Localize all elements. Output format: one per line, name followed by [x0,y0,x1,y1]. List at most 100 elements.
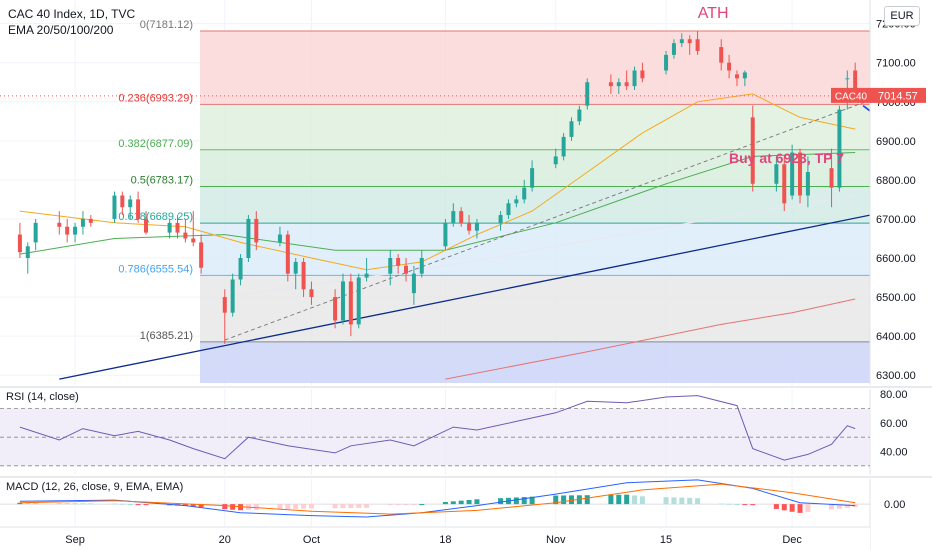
macd-signal-line [19,483,856,515]
candle-body [742,72,747,79]
candle-body [246,218,251,258]
candle-body [805,172,810,196]
candle-body [664,54,669,71]
fib-zone [200,275,870,342]
macd-histogram-bar [781,504,787,511]
time-tick-label: Sep [65,534,85,546]
fib-zone [200,341,870,383]
candle-body [498,215,503,223]
macd-histogram-bar [25,502,31,505]
candle-body [569,121,574,137]
macd-histogram-bar [836,504,842,509]
candle-body [309,289,314,298]
fib-zone [200,104,870,150]
macd-histogram-bar [348,504,354,509]
macd-histogram-bar [230,504,236,510]
macd-histogram-bar [663,497,669,505]
candle-body [585,82,590,106]
candle-body [750,117,755,184]
macd-histogram-bar [442,502,448,505]
fib-level-label: 0.382(6877.09) [118,138,193,150]
macd-histogram-bar [450,501,456,505]
macd-histogram-bar [498,498,504,505]
macd-histogram-bar [569,495,574,505]
candle-body [340,281,345,321]
chart-legend: CAC 40 Index, 1D, TVC EMA 20/50/100/200 [8,6,135,38]
macd-histogram-bar [198,504,204,508]
macd-histogram-bar [308,504,314,509]
macd-histogram-bar [529,496,535,505]
price-axis-bg [870,0,932,550]
candle-body [404,265,409,274]
macd-histogram-bar [285,504,291,510]
candle-body [285,234,290,274]
fib-level-label: 1(6385.21) [140,330,193,342]
fib-level-label: 0.236(6993.29) [118,92,193,104]
macd-histogram-bar [844,504,850,508]
dashed-trendline [224,99,870,341]
candle-body [17,234,22,253]
macd-histogram-bar [608,494,614,505]
macd-histogram-bar [829,504,835,510]
macd-histogram-bar [340,504,346,509]
price-tick-label: 6400.00 [876,331,916,343]
macd-histogram-bar [474,499,480,505]
fib-level-label: 0.786(6555.54) [118,263,193,275]
candle-body [774,164,779,184]
candle-body [120,195,125,208]
candle-body [624,82,629,87]
candle-body [474,222,479,231]
macd-histogram-bar [718,503,724,505]
macd-histogram-bar [742,504,748,506]
candle-body [853,70,858,96]
candle-body [829,168,834,188]
macd-histogram-bar [127,504,133,506]
candle-body [553,156,558,165]
candle-body [443,222,448,247]
macd-histogram-bar [773,504,779,509]
candle-body [640,70,645,79]
price-tag: 7014.57 [878,90,918,102]
macd-histogram-bar [584,495,590,505]
candle-body [183,232,188,239]
candle-body [782,164,787,204]
price-tag-bg [870,87,926,103]
ema200-line [445,298,856,380]
candle-body [671,43,676,55]
candle-body [254,218,259,243]
candle-body [679,39,684,44]
price-tick-label: 6900.00 [876,136,916,148]
candle-body [128,199,133,208]
fib-level-label: 0(7181.12) [140,19,193,31]
symbol-tag-bg [831,87,871,103]
candle-body [798,152,803,196]
candle-body [25,246,30,258]
macd-histogram-bar [119,503,125,505]
macd-histogram-bar [64,503,70,505]
candle-body [790,152,795,196]
candle-body [845,78,850,80]
candle-body [514,199,519,204]
candle-body [167,222,172,233]
macd-histogram-bar [143,504,149,506]
candle-body [364,273,369,278]
macd-histogram-bar [301,504,307,509]
candle-body [632,70,637,87]
macd-histogram-bar [726,503,732,505]
macd-histogram-bar [458,500,464,505]
candle-body [530,168,535,188]
macd-histogram-bar [364,504,370,508]
macd-histogram-bar [553,495,559,505]
candle-body [467,222,472,231]
candle-body [419,258,424,274]
rsi-tick-label: 40.00 [880,447,908,459]
fib-level-label: 0.618(6689.25) [118,211,193,223]
currency-button[interactable]: EUR [884,6,920,26]
candle-body [222,297,227,313]
macd-histogram-bar [521,497,527,505]
time-tick-label: Nov [546,534,566,546]
macd-histogram-bar [135,504,141,506]
candle-body [608,82,613,87]
macd-histogram-bar [513,497,519,505]
